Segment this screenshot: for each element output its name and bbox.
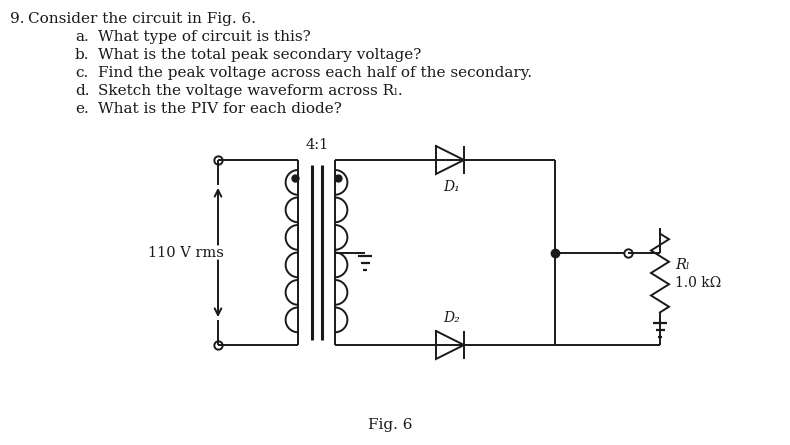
Text: 1.0 kΩ: 1.0 kΩ xyxy=(675,276,721,290)
Text: Sketch the voltage waveform across Rₗ.: Sketch the voltage waveform across Rₗ. xyxy=(98,84,403,98)
Text: b.: b. xyxy=(75,48,89,62)
Text: 9.: 9. xyxy=(10,12,24,26)
Text: Fig. 6: Fig. 6 xyxy=(368,418,412,432)
Text: c.: c. xyxy=(75,66,88,80)
Text: What is the total peak secondary voltage?: What is the total peak secondary voltage… xyxy=(98,48,421,62)
Text: Find the peak voltage across each half of the secondary.: Find the peak voltage across each half o… xyxy=(98,66,532,80)
Text: e.: e. xyxy=(75,102,88,116)
Text: What type of circuit is this?: What type of circuit is this? xyxy=(98,30,310,44)
Text: a.: a. xyxy=(75,30,88,44)
Text: 4:1: 4:1 xyxy=(306,138,329,152)
Text: 110 V rms: 110 V rms xyxy=(148,246,224,259)
Text: D₂: D₂ xyxy=(444,311,461,325)
Text: d.: d. xyxy=(75,84,89,98)
Text: What is the PIV for each diode?: What is the PIV for each diode? xyxy=(98,102,342,116)
Text: D₁: D₁ xyxy=(444,180,461,194)
Text: Rₗ: Rₗ xyxy=(675,258,690,272)
Text: Consider the circuit in Fig. 6.: Consider the circuit in Fig. 6. xyxy=(28,12,256,26)
